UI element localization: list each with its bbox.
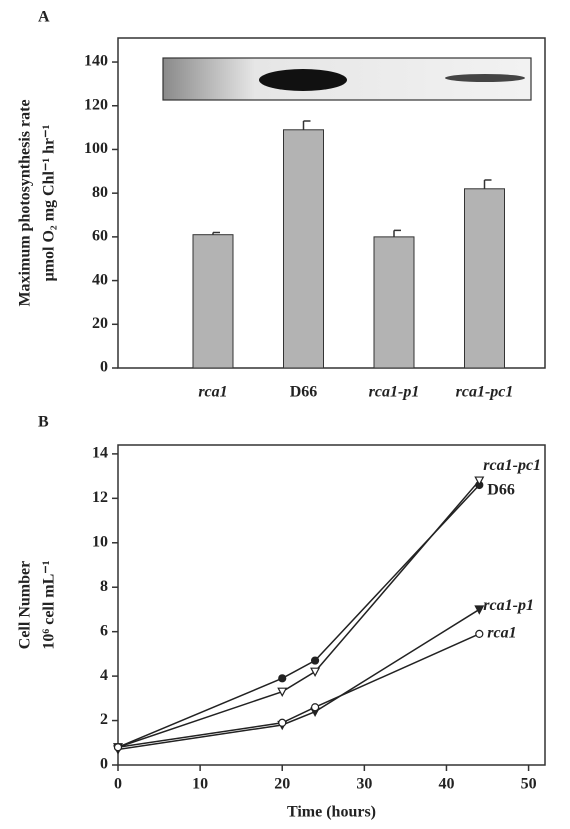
y-axis-label: μmol O₂ mg Chl⁻¹ hr⁻¹ bbox=[41, 124, 58, 281]
y-tick-label: 100 bbox=[84, 140, 108, 157]
y-tick-label: 0 bbox=[100, 756, 108, 773]
series-line bbox=[118, 634, 479, 747]
bar bbox=[374, 237, 414, 368]
marker bbox=[279, 675, 286, 682]
series-line bbox=[118, 481, 479, 748]
y-axis-label: Maximum photosynthesis rate bbox=[17, 99, 34, 306]
bar bbox=[465, 189, 505, 368]
marker bbox=[311, 668, 319, 676]
y-tick-label: 120 bbox=[84, 96, 108, 113]
series-line bbox=[118, 485, 479, 747]
y-tick-label: 10 bbox=[92, 533, 108, 550]
x-axis-label: Time (hours) bbox=[287, 804, 376, 821]
x-tick-label: rca1-p1 bbox=[369, 384, 420, 401]
series-label: rca1 bbox=[487, 625, 516, 642]
y-tick-label: 12 bbox=[92, 489, 108, 506]
bar bbox=[193, 235, 233, 368]
x-tick-label: 40 bbox=[438, 776, 454, 793]
x-tick-label: 10 bbox=[192, 776, 208, 793]
y-tick-label: 20 bbox=[92, 315, 108, 332]
y-tick-label: 140 bbox=[84, 53, 108, 70]
panel-label: B bbox=[38, 414, 49, 431]
y-axis-label: 10⁶ cell mL⁻¹ bbox=[41, 560, 58, 649]
y-axis-label: Cell Number bbox=[17, 561, 34, 649]
x-tick-label: 50 bbox=[521, 776, 537, 793]
gel-inset bbox=[163, 58, 531, 100]
error-bar bbox=[485, 180, 492, 189]
series-label: rca1-p1 bbox=[483, 597, 534, 614]
marker bbox=[115, 744, 122, 751]
error-bar bbox=[394, 230, 401, 237]
y-tick-label: 2 bbox=[100, 711, 108, 728]
panel-label: A bbox=[38, 9, 50, 26]
marker bbox=[476, 630, 483, 637]
y-tick-label: 14 bbox=[92, 445, 108, 462]
marker bbox=[475, 606, 483, 614]
series-label: D66 bbox=[487, 482, 515, 499]
x-tick-label: rca1-pc1 bbox=[456, 384, 514, 401]
figure: A020406080100120140Maximum photosynthesi… bbox=[0, 0, 570, 829]
y-tick-label: 0 bbox=[100, 359, 108, 376]
x-tick-label: D66 bbox=[290, 384, 318, 401]
y-tick-label: 6 bbox=[100, 622, 108, 639]
marker bbox=[312, 704, 319, 711]
x-tick-label: 30 bbox=[356, 776, 372, 793]
y-tick-label: 4 bbox=[100, 667, 108, 684]
y-tick-label: 60 bbox=[92, 228, 108, 245]
y-tick-label: 80 bbox=[92, 184, 108, 201]
y-tick-label: 8 bbox=[100, 578, 108, 595]
bar bbox=[284, 130, 324, 368]
series-label: rca1-pc1 bbox=[483, 457, 541, 474]
error-bar bbox=[304, 121, 311, 130]
x-tick-label: rca1 bbox=[198, 384, 227, 401]
plot-frame bbox=[118, 445, 545, 765]
marker bbox=[312, 657, 319, 664]
marker bbox=[279, 719, 286, 726]
x-tick-label: 0 bbox=[114, 776, 122, 793]
x-tick-label: 20 bbox=[274, 776, 290, 793]
y-tick-label: 40 bbox=[92, 271, 108, 288]
